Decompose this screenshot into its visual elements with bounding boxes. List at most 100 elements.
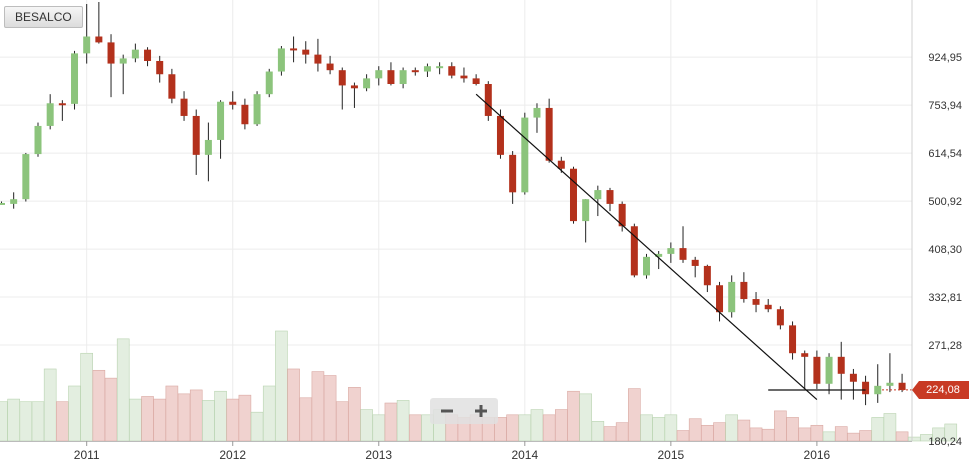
candle-body	[691, 259, 699, 266]
volume-bar-52	[628, 388, 641, 442]
x-tick-label-4: 2015	[657, 448, 684, 462]
candle-18	[217, 100, 225, 159]
volume-bar-25	[299, 397, 313, 442]
candle-body	[387, 70, 395, 84]
candle-8	[95, 1, 103, 44]
volume-bar-70	[847, 432, 860, 442]
volume-bar-51	[615, 422, 629, 442]
y-tick-label-5: 332,81	[928, 292, 962, 304]
candle-49	[594, 185, 602, 217]
current-price-label: 224,08	[926, 383, 960, 396]
candle-22	[265, 68, 273, 98]
candle-body	[192, 115, 200, 155]
volume-bar-57	[688, 418, 702, 442]
candle-body	[764, 304, 772, 310]
candle-body	[898, 382, 906, 390]
candle-33	[399, 67, 407, 89]
candle-59	[716, 281, 724, 322]
volume-bar-0	[0, 401, 8, 442]
zoom-out-button[interactable]	[430, 398, 464, 424]
candle-70	[849, 368, 857, 400]
volume-bar-46	[555, 409, 568, 442]
volume-bar-56	[676, 430, 690, 442]
candle-body	[862, 381, 870, 395]
volume-bar-30	[360, 409, 373, 442]
volume-bar-62	[749, 427, 763, 442]
candle-28	[338, 67, 346, 110]
volume-bar-58	[701, 424, 714, 442]
candle-body	[46, 103, 54, 126]
candle-20	[241, 98, 249, 130]
candle-body	[569, 168, 577, 222]
candle-body	[119, 58, 127, 64]
volume-bar-31	[372, 414, 386, 442]
candle-6	[71, 50, 79, 110]
candle-body	[71, 53, 79, 104]
volume-bar-75	[907, 436, 921, 442]
candle-body	[204, 139, 212, 155]
candle-body	[22, 154, 30, 200]
candle-19	[229, 91, 237, 110]
candle-body	[156, 60, 164, 75]
candle-58	[703, 264, 711, 293]
candle-body	[825, 356, 833, 384]
volume-bar-28	[335, 401, 349, 442]
candle-body	[521, 117, 529, 193]
y-tick-label-3: 500,92	[928, 196, 962, 208]
candle-body	[776, 309, 784, 326]
candle-9	[107, 34, 115, 98]
candle-47	[569, 166, 577, 224]
volume-bar-72	[871, 417, 885, 442]
candle-body	[314, 54, 322, 64]
volume-bar-73	[883, 413, 897, 442]
candle-3	[34, 122, 42, 157]
candle-16	[192, 109, 200, 175]
candle-74	[898, 373, 906, 393]
candle-0	[0, 201, 5, 205]
candle-2	[22, 152, 30, 202]
candle-66	[801, 350, 809, 389]
volume-bar-17	[202, 400, 215, 442]
candle-body	[728, 281, 736, 313]
candle-14	[168, 68, 176, 104]
volume-bar-26	[311, 371, 325, 442]
current-price-badge	[912, 380, 969, 399]
candle-body	[107, 42, 115, 64]
candle-body	[83, 36, 91, 54]
zoom-in-button[interactable]	[464, 398, 498, 424]
candle-body	[131, 49, 139, 59]
candle-body	[703, 265, 711, 286]
y-tick-label-2: 614,54	[928, 148, 962, 160]
candle-body	[618, 203, 626, 227]
candle-body	[679, 248, 687, 260]
volume-bar-2	[19, 401, 33, 442]
candle-body	[740, 281, 748, 300]
candle-body	[277, 48, 285, 72]
minus-icon	[441, 409, 453, 413]
price-candles	[0, 1, 906, 406]
candle-60	[728, 275, 736, 318]
candle-body	[423, 66, 431, 72]
candle-body	[837, 356, 845, 374]
volume-bar-29	[348, 387, 361, 442]
candle-43	[521, 112, 529, 195]
volume-bar-13	[153, 398, 167, 442]
volume-bar-60	[725, 414, 739, 442]
volume-bar-3	[31, 401, 45, 442]
candle-body	[180, 98, 188, 116]
volume-bar-65	[786, 417, 799, 442]
candle-4	[46, 94, 54, 130]
candle-37	[448, 62, 456, 79]
volume-bar-32	[384, 402, 398, 442]
candle-body	[436, 66, 444, 69]
volume-bar-49	[591, 421, 605, 442]
volume-bar-63	[761, 428, 775, 442]
candle-17	[204, 122, 212, 182]
y-axis: 924,95 753,94 614,54 500,92 408,30 332,81 271,…	[911, 0, 962, 448]
candle-body	[874, 385, 882, 395]
volume-bar-47	[567, 390, 580, 442]
ticker-label[interactable]: BESALCO	[4, 6, 83, 28]
candle-body	[886, 382, 894, 386]
